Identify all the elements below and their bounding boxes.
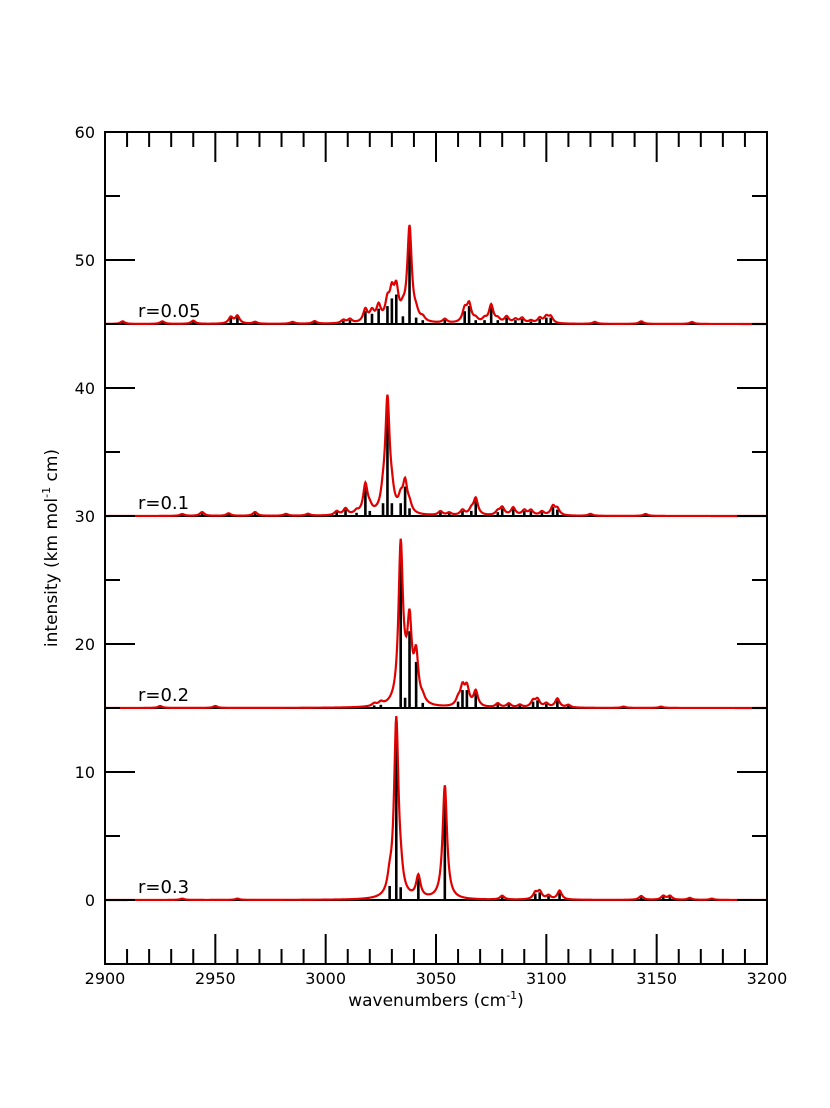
axis-ticks — [104, 131, 768, 965]
y-axis-label: intensity (km mol-1 cm) — [40, 449, 62, 647]
x-axis-label-sup: -1 — [506, 989, 517, 1002]
plot-frame — [104, 131, 768, 965]
convolved-spectrum-0 — [105, 224, 767, 326]
x-axis-label: wavenumbers (cm-1) — [348, 989, 524, 1011]
panel-label: r=0.1 — [138, 493, 189, 514]
x-tick-label: 3200 — [747, 969, 788, 988]
panel-label: r=0.3 — [138, 877, 189, 898]
x-tick-label: 3000 — [305, 969, 346, 988]
y-tick-label: 10 — [75, 763, 95, 782]
panel-2: r=0.2 — [105, 538, 767, 710]
y-tick-label: 40 — [75, 379, 95, 398]
convolved-spectrum-3 — [105, 716, 767, 902]
x-tick-label: 2900 — [85, 969, 126, 988]
panel-label: r=0.2 — [138, 685, 189, 706]
y-tick-label: 30 — [75, 507, 95, 526]
panel-0: r=0.05 — [105, 224, 767, 326]
y-axis-label-sup: -1 — [40, 487, 53, 498]
tick-labels: 2900 2950 3000 3050 3100 3150 3200 0 10 20 30 40 50 6… — [75, 123, 788, 988]
panel-1: r=0.1 — [105, 394, 767, 518]
y-tick-label: 50 — [75, 251, 95, 270]
convolved-spectrum-1 — [105, 394, 767, 518]
y-tick-label: 0 — [85, 891, 95, 910]
x-tick-label: 3100 — [526, 969, 567, 988]
y-tick-label: 20 — [75, 635, 95, 654]
y-tick-label: 60 — [75, 123, 95, 142]
panel-label: r=0.05 — [138, 301, 201, 322]
x-tick-label: 2950 — [195, 969, 236, 988]
convolved-spectrum-2 — [105, 538, 767, 710]
spectra-panels: r=0.05 r=0.1 r=0.2 r=0.3 — [105, 224, 767, 902]
panel-3: r=0.3 — [105, 716, 767, 902]
x-tick-label: 3150 — [636, 969, 677, 988]
x-tick-label: 3050 — [416, 969, 457, 988]
